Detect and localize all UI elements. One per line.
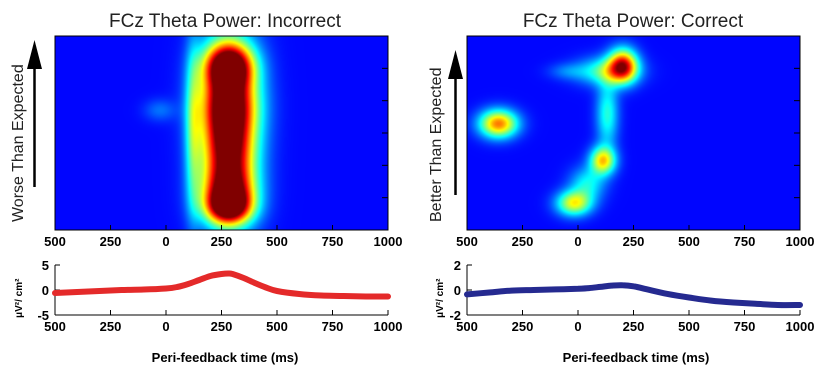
y-tick-label: -5 (37, 308, 49, 323)
x-tick-label: 1000 (374, 319, 403, 334)
x-tick-label: 750 (734, 234, 756, 249)
y-tick-label: 0 (42, 283, 49, 298)
y-tick-label: 5 (42, 258, 49, 273)
x-tick-label: 0 (162, 319, 169, 334)
x-tick-label: 1000 (374, 234, 403, 249)
x-tick-label: 250 (100, 234, 122, 249)
xlabel-peri-feedback: Peri-feedback time (ms) (563, 350, 710, 365)
x-tick-label: 250 (623, 319, 645, 334)
x-tick-label: 500 (44, 234, 66, 249)
x-tick-label: 500 (266, 234, 288, 249)
x-tick-label: 250 (512, 319, 534, 334)
x-tick-label: 250 (623, 234, 645, 249)
y-tick-label: 0 (454, 283, 461, 298)
x-tick-label: 500 (678, 234, 700, 249)
x-tick-label: 750 (322, 319, 344, 334)
series-line-incorrect (52, 270, 391, 300)
series-line-correct (464, 282, 803, 309)
title-incorrect: FCz Theta Power: Incorrect (109, 11, 342, 32)
x-tick-label: 750 (734, 319, 756, 334)
x-tick-label: 250 (512, 234, 534, 249)
x-tick-label: 0 (574, 234, 581, 249)
x-tick-label: 1000 (786, 234, 815, 249)
heatmap-incorrect: FCz Theta Power: Incorrect 500 250 0 250 500… (10, 11, 402, 249)
ylabel-better: Better Than Expected (428, 68, 445, 222)
x-tick-label: 250 (211, 234, 233, 249)
xlabel-peri-feedback: Peri-feedback time (ms) (152, 350, 299, 365)
x-tick-label: 1000 (786, 319, 815, 334)
ylabel-worse: Worse Than Expected (10, 64, 27, 222)
arrow-up-icon (448, 50, 463, 79)
x-tick-label: 750 (322, 234, 344, 249)
x-tick-label: 250 (100, 319, 122, 334)
arrow-up-icon (27, 40, 42, 69)
ylabel-units: μV²/ cm² (435, 278, 446, 318)
heatmap-correct: FCz Theta Power: Correct 500 250 0 250 500 75… (428, 11, 814, 249)
y-tick-label: -2 (449, 308, 461, 323)
y-tick-label: 2 (454, 258, 461, 273)
x-tick-label: 0 (162, 234, 169, 249)
ylabel-units: μV²/ cm² (14, 278, 25, 318)
x-tick-label: 0 (574, 319, 581, 334)
x-tick-label: 500 (456, 234, 478, 249)
x-tick-label: 500 (44, 319, 66, 334)
heatmap-image (55, 36, 388, 230)
heatmap-image (467, 36, 800, 230)
x-tick-label: 500 (678, 319, 700, 334)
x-tick-label: 500 (456, 319, 478, 334)
title-correct: FCz Theta Power: Correct (523, 11, 744, 32)
x-tick-label: 500 (266, 319, 288, 334)
x-tick-label: 250 (211, 319, 233, 334)
